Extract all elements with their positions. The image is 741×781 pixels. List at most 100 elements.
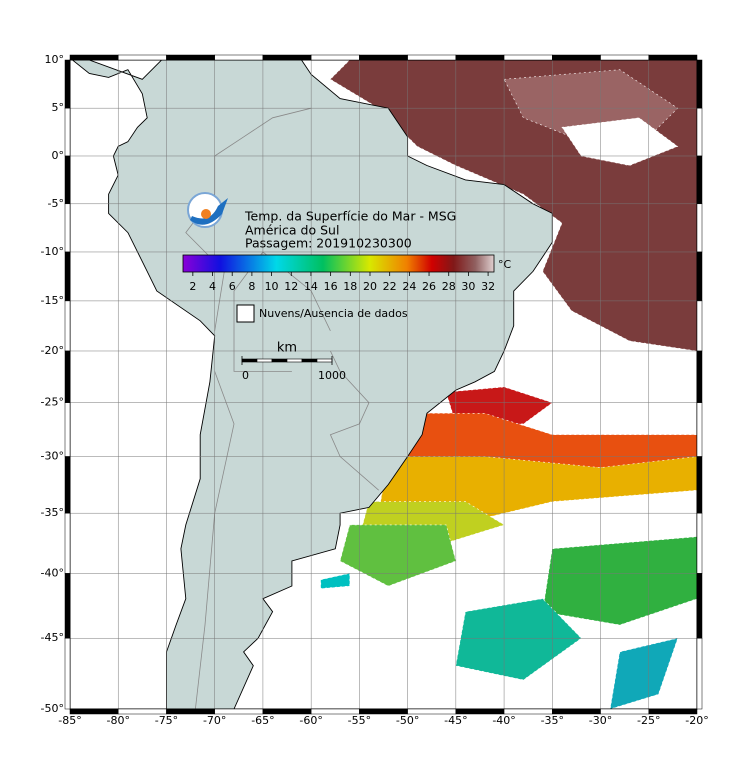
colorbar-ticks: 2 4 6 8 10 12 14 16 18 20 22 24 26 28 30 320 1000: [189, 272, 495, 382]
frame-band: [696, 203, 703, 253]
frame-band: [648, 708, 698, 715]
legend-subtitle: América do Sul: [245, 223, 339, 238]
lat-tick-label: -15°: [41, 294, 64, 307]
frame-band: [696, 512, 703, 574]
lat-tick-label: -45°: [41, 631, 64, 644]
frame-band: [64, 573, 71, 639]
scale-segment: [301, 358, 318, 363]
scale-segment: [256, 358, 273, 363]
frame-band: [64, 251, 71, 302]
frame-band: [117, 54, 167, 61]
frame-band: [310, 54, 360, 61]
frame-band: [696, 155, 703, 205]
frame-band: [455, 54, 505, 61]
colorbar-tick-label: 8: [248, 280, 255, 293]
frame-band: [696, 107, 703, 157]
colorbar-tick-label: 6: [229, 280, 236, 293]
frame-band: [64, 300, 71, 352]
sst-patch: [542, 536, 697, 626]
colorbar-tick-label: 2: [189, 280, 196, 293]
frame-band: [64, 59, 71, 109]
colorbar-tick-label: 20: [363, 280, 377, 293]
frame-band: [455, 708, 505, 715]
frame-band: [600, 708, 650, 715]
colorbar-tick-label: 26: [422, 280, 436, 293]
scale-segment: [271, 358, 288, 363]
lat-tick-label: 5°: [52, 101, 65, 114]
lat-tick-label: -35°: [41, 506, 64, 519]
lat-tick-label: -10°: [41, 245, 64, 258]
sst-patch: [339, 524, 457, 587]
scale-unit: km: [277, 341, 297, 356]
lon-tick-label: -50°: [396, 714, 419, 727]
frame-band: [69, 54, 119, 61]
colorbar-tick-label: 10: [265, 280, 279, 293]
lat-tick-label: -25°: [41, 396, 64, 409]
frame-band: [648, 54, 698, 61]
frame-band: [64, 350, 71, 403]
frame-band: [407, 708, 457, 715]
logo-swoosh: [190, 198, 228, 225]
frame-band: [359, 708, 408, 715]
lon-tick-label: -40°: [492, 714, 515, 727]
sst-patch: [609, 637, 679, 709]
lon-tick-label: -75°: [155, 714, 178, 727]
axes: -85° -80° -75° -70° -65° -60° -55° -50° -45° -40°…: [41, 53, 709, 727]
frame-band: [552, 708, 601, 715]
frame-band: [262, 708, 312, 715]
frame-band: [214, 54, 264, 61]
lon-tick-label: -70°: [203, 714, 226, 727]
lat-tick-label: -5°: [48, 197, 64, 210]
scale-segment: [241, 358, 258, 363]
lon-tick-label: -55°: [348, 714, 371, 727]
frame-band: [64, 155, 71, 205]
colorbar-tick-label: 28: [442, 280, 456, 293]
frame-band: [64, 203, 71, 253]
lon-tick-label: -35°: [541, 714, 564, 727]
lat-tick-label: -30°: [41, 450, 64, 463]
colorbar-tick-label: 4: [209, 280, 216, 293]
lon-tick-label: -65°: [251, 714, 274, 727]
frame-band: [696, 300, 703, 352]
colorbar-tick-label: 32: [481, 280, 495, 293]
frame-band: [696, 350, 703, 403]
frame-band: [696, 573, 703, 639]
lon-tick-label: -80°: [106, 714, 129, 727]
scale-tick-label: 0: [242, 369, 249, 382]
frame-band: [359, 54, 408, 61]
frame-band: [600, 54, 650, 61]
frame-band: [214, 708, 264, 715]
colorbar-tick-label: 22: [383, 280, 397, 293]
frame-band: [262, 54, 312, 61]
frame-band: [117, 708, 167, 715]
frame-band: [64, 456, 71, 514]
colorbar-unit: °C: [498, 258, 512, 271]
frame-band: [696, 59, 703, 109]
frame-band: [696, 637, 703, 710]
lat-tick-label: 0°: [52, 149, 65, 162]
frame-band: [69, 708, 119, 715]
colorbar-tick-label: 24: [402, 280, 416, 293]
graticule: [70, 60, 697, 709]
colorbar-tick-label: 30: [461, 280, 475, 293]
frame-band: [64, 637, 71, 710]
lat-tick-label: -50°: [41, 702, 64, 715]
frame-band: [696, 402, 703, 457]
no-data-swatch: [236, 304, 255, 323]
frame-band: [64, 107, 71, 157]
lon-tick-label: -25°: [637, 714, 660, 727]
frame-band: [310, 708, 360, 715]
colorbar: [182, 254, 495, 273]
sst-patch: [320, 573, 351, 589]
lon-tick-label: -30°: [589, 714, 612, 727]
logo-dot: [201, 209, 211, 219]
lon-tick-label: -85°: [58, 714, 81, 727]
lon-tick-label: -20°: [685, 714, 708, 727]
lat-tick-label: -40°: [41, 566, 64, 579]
legend: Temp. da Superfície do Mar - MSG América…: [182, 192, 512, 356]
frame-band: [696, 456, 703, 514]
colorbar-tick-label: 14: [304, 280, 318, 293]
frame-band: [64, 512, 71, 574]
frame-band: [696, 251, 703, 302]
